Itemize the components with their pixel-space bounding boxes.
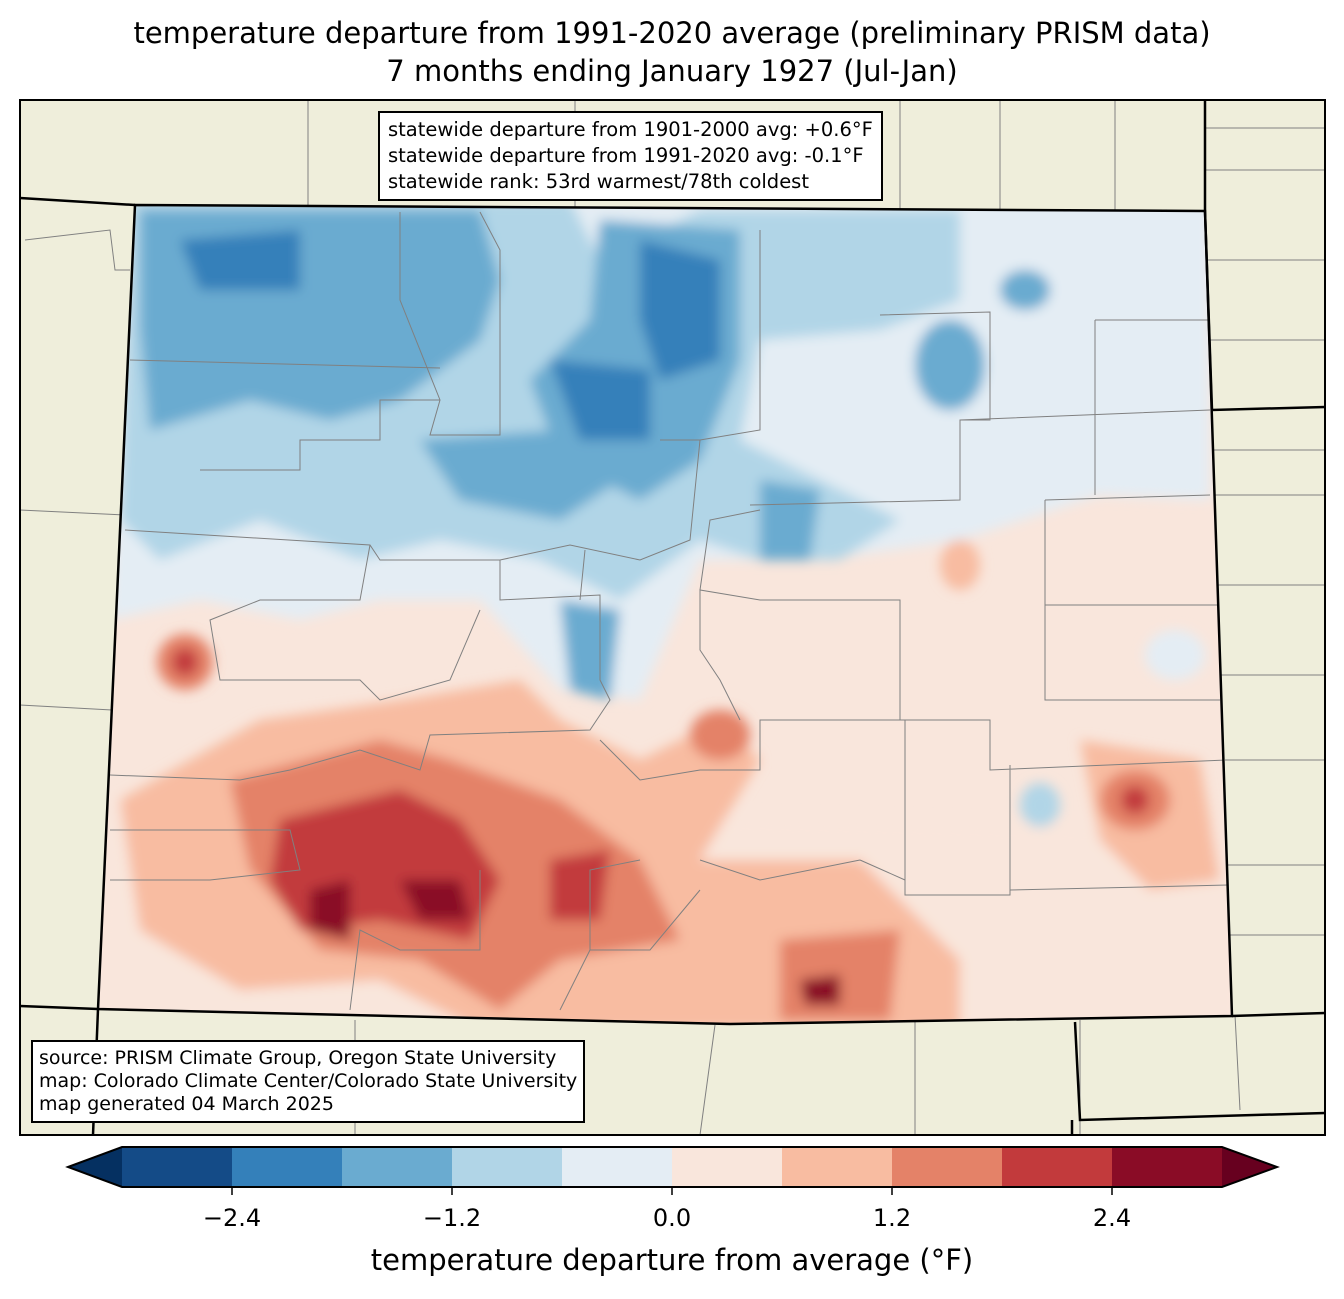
- colorbar-segment: [1112, 1147, 1222, 1187]
- stat-rank: statewide rank: 53rd warmest/78th coldes…: [388, 170, 809, 193]
- colorado-state-border: [96, 203, 1234, 1026]
- map-frame: [19, 99, 1326, 1136]
- colorbar-label: temperature departure from average (°F): [370, 1243, 974, 1277]
- map-title: temperature departure from 1991-2020 ave…: [133, 16, 1211, 50]
- colorbar-under-arrow: [68, 1147, 122, 1187]
- source-line: source: PRISM Climate Group, Oregon Stat…: [39, 1047, 557, 1069]
- stat-departure-1901-2000: statewide departure from 1901-2000 avg: …: [388, 118, 873, 141]
- stat-departure-1991-2020: statewide departure from 1991-2020 avg: …: [388, 144, 864, 167]
- generated-date-line: map generated 04 March 2025: [39, 1093, 334, 1115]
- colorbar-segment: [562, 1147, 672, 1187]
- temperature-departure-field: [98, 205, 1232, 1024]
- colorbar-tick-label: 0.0: [652, 1204, 692, 1232]
- colorbar-segment: [892, 1147, 1002, 1187]
- colorbar-tick-label: 1.2: [872, 1204, 912, 1232]
- colorbar-segment: [782, 1147, 892, 1187]
- colorbar-outline: [65, 1146, 1280, 1188]
- colorbar-segment: [672, 1147, 782, 1187]
- colorbar-tick-label: 2.4: [1092, 1204, 1132, 1232]
- colorbar-segment: [1002, 1147, 1112, 1187]
- colorbar-segment: [232, 1147, 342, 1187]
- colorbar: [65, 1146, 1280, 1195]
- map-subtitle: 7 months ending January 1927 (Jul-Jan): [386, 54, 958, 88]
- colorbar-tick-label: −1.2: [422, 1204, 482, 1232]
- source-box: source: PRISM Climate Group, Oregon Stat…: [31, 1040, 586, 1123]
- colorbar-segment: [342, 1147, 452, 1187]
- colorbar-over-arrow: [1222, 1147, 1277, 1187]
- county-boundaries: [109, 211, 1231, 1011]
- statewide-stats-box: statewide departure from 1901-2000 avg: …: [378, 111, 883, 201]
- colorbar-segment: [122, 1147, 232, 1187]
- colorbar-tick-label: −2.4: [202, 1204, 262, 1232]
- map-credit-line: map: Colorado Climate Center/Colorado St…: [39, 1070, 578, 1092]
- colorbar-segment: [452, 1147, 562, 1187]
